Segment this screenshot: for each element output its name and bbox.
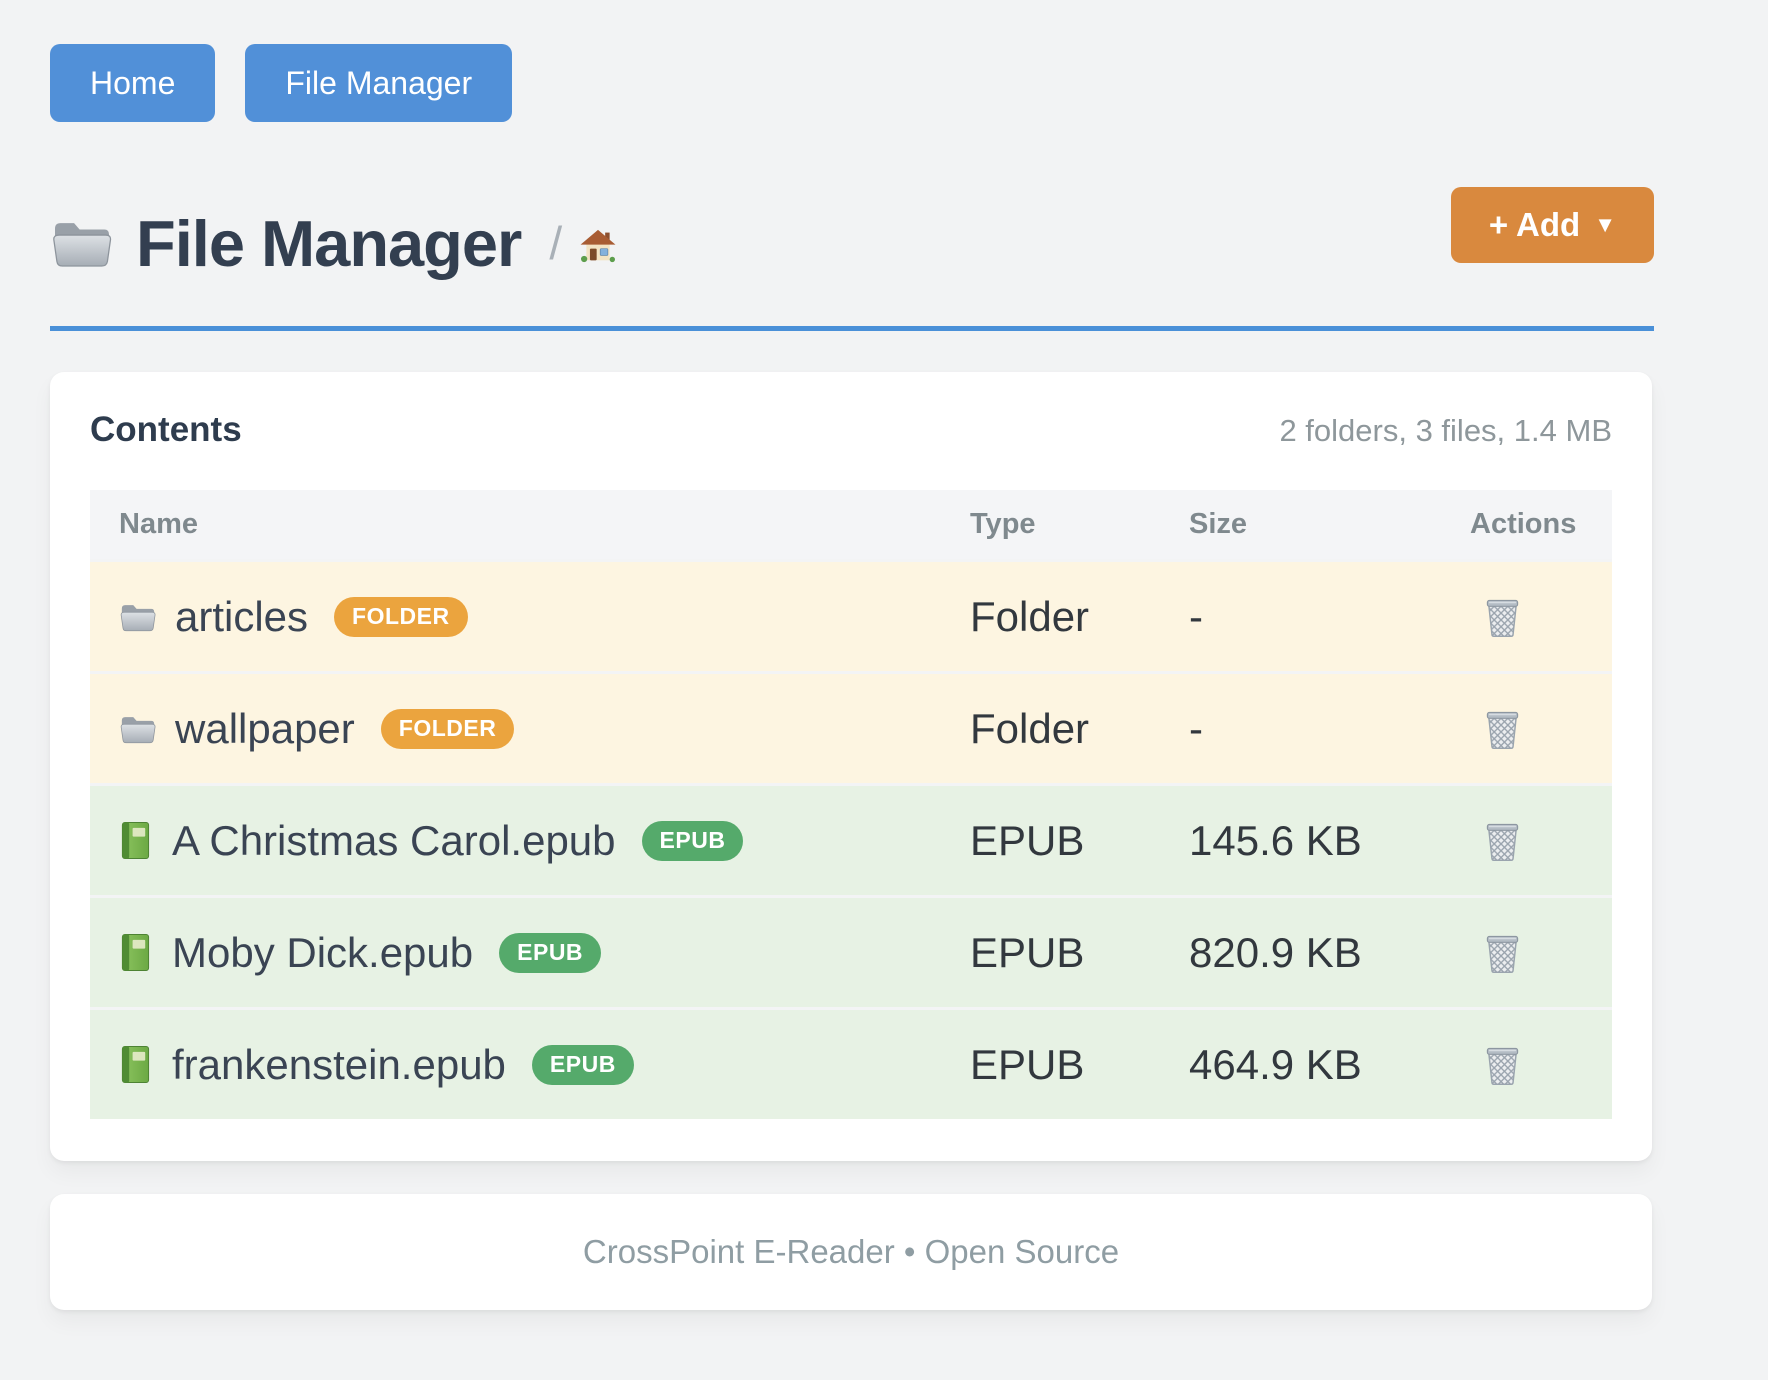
column-header-name: Name [119,508,198,540]
table-body: articles FOLDER Folder - wallpaper FOLDE… [90,562,1612,1119]
table-row[interactable]: wallpaper FOLDER Folder - [90,674,1612,786]
file-size: - [1189,704,1203,752]
green-book-icon [119,1045,152,1084]
folder-icon [119,600,157,634]
contents-title: Contents [90,410,242,449]
delete-button[interactable] [1470,820,1521,861]
add-button-label: + Add [1488,206,1581,243]
file-type: EPUB [970,928,1085,976]
table-row[interactable]: Moby Dick.epub EPUB EPUB 820.9 KB [90,898,1612,1010]
trash-icon [1484,596,1521,637]
file-type-badge: EPUB [531,1044,634,1085]
file-type-badge: FOLDER [334,596,468,637]
top-nav: Home File Manager [50,44,513,122]
file-type: EPUB [970,1040,1085,1088]
files-table: Name Type Size Actions articles FOLDER F… [90,490,1612,1119]
file-type-badge: EPUB [641,820,744,861]
file-size: 464.9 KB [1189,1040,1362,1088]
delete-button[interactable] [1470,1044,1521,1085]
file-name[interactable]: frankenstein.epub [172,1040,506,1088]
green-book-icon [119,821,152,860]
footer-card: CrossPoint E-Reader • Open Source [50,1194,1652,1310]
file-type: EPUB [970,816,1085,864]
file-type: Folder [970,704,1090,752]
table-row[interactable]: frankenstein.epub EPUB EPUB 464.9 KB [90,1010,1612,1119]
file-size: - [1189,592,1203,640]
file-name[interactable]: Moby Dick.epub [172,928,474,976]
file-manager-button[interactable]: File Manager [245,44,513,122]
trash-icon [1484,708,1521,749]
file-name[interactable]: wallpaper [175,704,355,752]
file-type-badge: EPUB [499,932,602,973]
trash-icon [1484,1044,1521,1085]
delete-button[interactable] [1470,708,1521,749]
file-name[interactable]: articles [175,592,309,640]
trash-icon [1484,932,1521,973]
file-size: 145.6 KB [1189,816,1362,864]
column-header-type: Type [970,508,1036,540]
chevron-down-icon: ▼ [1594,212,1616,237]
breadcrumb-separator: / [549,217,563,269]
table-row[interactable]: articles FOLDER Folder - [90,562,1612,674]
file-name[interactable]: A Christmas Carol.epub [172,816,616,864]
table-row[interactable]: A Christmas Carol.epub EPUB EPUB 145.6 K… [90,786,1612,898]
delete-button[interactable] [1470,932,1521,973]
column-header-size: Size [1189,508,1248,540]
file-type: Folder [970,592,1090,640]
title-divider [50,326,1654,331]
file-size: 820.9 KB [1189,928,1362,976]
add-button[interactable]: + Add ▼ [1450,187,1654,263]
folder-icon [50,216,114,270]
footer-text: CrossPoint E-Reader • Open Source [582,1233,1120,1270]
folder-icon [119,712,157,746]
trash-icon [1484,820,1521,861]
column-header-actions: Actions [1470,508,1577,540]
file-type-badge: FOLDER [380,708,515,749]
delete-button[interactable] [1470,596,1521,637]
page-title: File Manager [136,206,522,280]
house-icon[interactable] [580,229,616,263]
table-header-row: Name Type Size Actions [90,490,1612,562]
page-header: File Manager / + Add ▼ [50,186,1654,300]
green-book-icon [119,933,152,972]
contents-summary: 2 folders, 3 files, 1.4 MB [1279,413,1612,448]
home-button[interactable]: Home [50,44,216,122]
contents-card: Contents 2 folders, 3 files, 1.4 MB Name… [50,372,1652,1161]
